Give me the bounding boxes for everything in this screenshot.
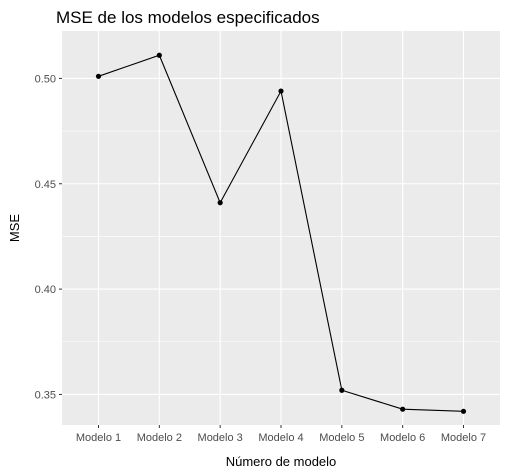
data-point — [460, 408, 467, 414]
x-tick-label: Modelo 2 — [137, 432, 182, 444]
data-point — [278, 88, 284, 94]
data-point — [95, 73, 102, 79]
x-tick-label: Modelo 1 — [76, 432, 121, 444]
x-tick-label: Modelo 7 — [441, 432, 486, 444]
x-axis-label: Número de modelo — [226, 454, 337, 469]
chart-title: MSE de los modelos especificados — [56, 8, 320, 27]
y-axis-ticks: 0.35 0.40 0.45 0.50 — [35, 73, 62, 401]
x-tick-label: Modelo 5 — [319, 432, 364, 444]
data-point — [339, 387, 345, 393]
x-tick-label: Modelo 3 — [198, 432, 243, 444]
data-point — [400, 406, 406, 412]
y-tick-label: 0.45 — [35, 179, 56, 191]
y-tick-label: 0.35 — [35, 389, 56, 401]
major-gridlines — [62, 31, 500, 425]
x-tick-label: Modelo 4 — [258, 432, 303, 444]
data-point — [217, 200, 223, 206]
x-tick-label: Modelo 6 — [380, 432, 425, 444]
x-axis-ticks: Modelo 1 Modelo 2 Modelo 3 Modelo 4 Modelo 5… — [76, 425, 486, 444]
data-point — [156, 52, 162, 58]
y-tick-label: 0.40 — [35, 284, 56, 296]
y-axis-label: MSE — [7, 214, 22, 243]
y-tick-label: 0.50 — [35, 73, 56, 85]
series-mse — [95, 52, 467, 414]
